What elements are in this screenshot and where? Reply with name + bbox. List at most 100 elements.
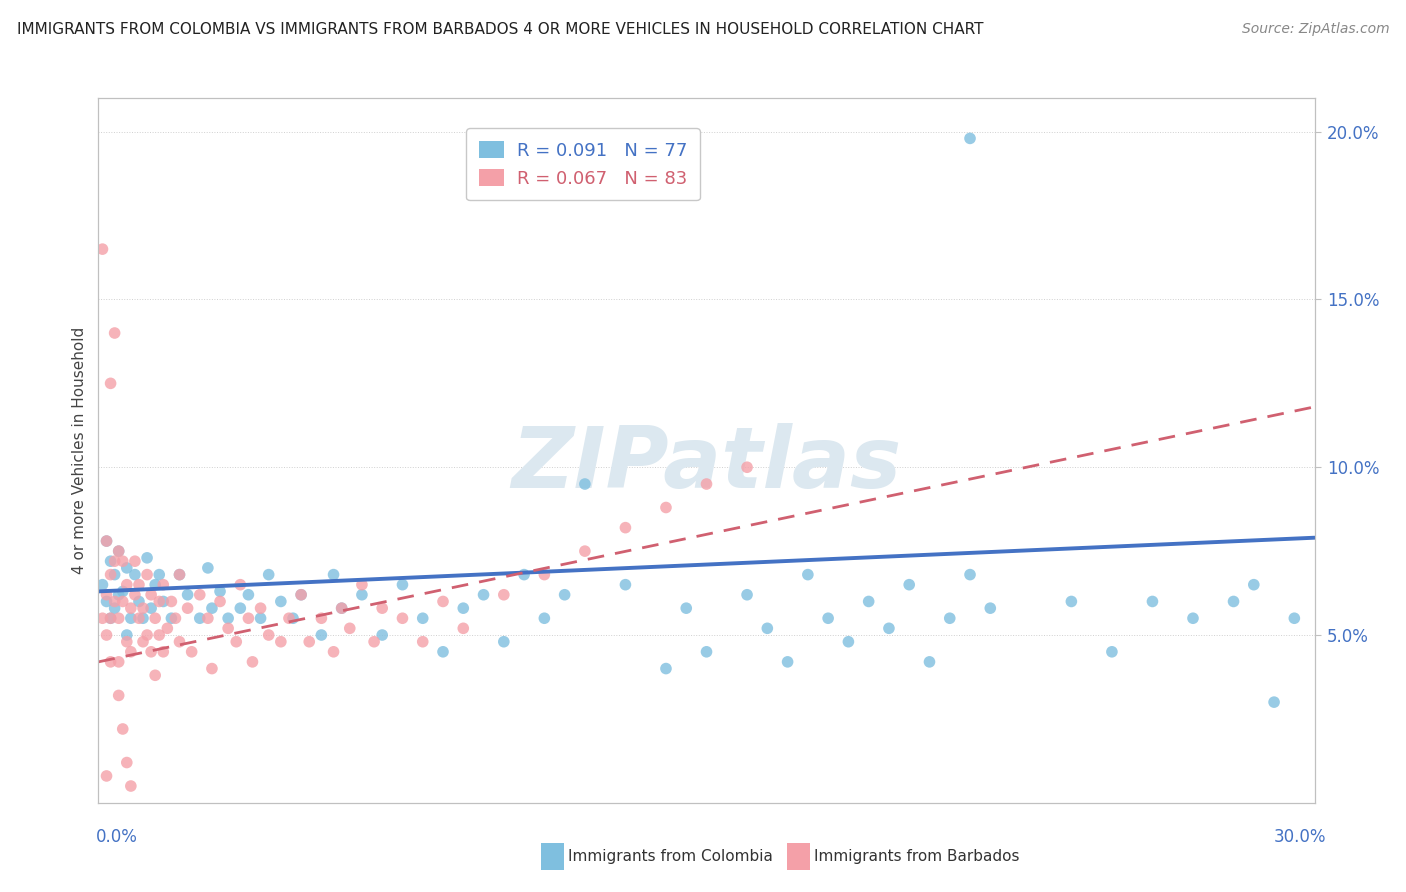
Point (735, 588, 758, 602)
Point (176, 588, 198, 602)
Point (115, 634, 138, 648)
Point (104, 601, 127, 615)
Point (152, 594, 174, 608)
Point (330, 601, 353, 615)
Point (148, 567, 170, 582)
Point (100, 554, 122, 568)
Point (1222, 594, 1244, 608)
Point (675, 601, 697, 615)
Point (979, 601, 1001, 615)
Point (371, 628, 394, 642)
Point (1142, 594, 1164, 608)
Point (139, 588, 162, 602)
Point (111, 722, 134, 736)
Point (104, 326, 127, 340)
Point (160, 594, 183, 608)
Point (136, 567, 159, 582)
Point (298, 634, 321, 648)
Point (257, 628, 280, 642)
Point (143, 668, 166, 682)
Point (156, 621, 179, 635)
Point (281, 611, 304, 625)
Point (257, 567, 280, 582)
Point (959, 131, 981, 145)
Point (1284, 611, 1306, 625)
Point (1263, 695, 1285, 709)
Point (107, 544, 129, 558)
Point (391, 577, 413, 591)
Point (817, 611, 839, 625)
Point (115, 756, 138, 770)
Point (655, 500, 678, 515)
Text: 30.0%: 30.0% (1274, 828, 1326, 846)
Point (270, 594, 292, 608)
Point (412, 634, 434, 648)
Point (104, 594, 127, 608)
Point (115, 577, 138, 591)
Text: 0.0%: 0.0% (96, 828, 138, 846)
Point (120, 779, 142, 793)
Point (877, 621, 900, 635)
Point (696, 477, 718, 491)
Point (132, 634, 155, 648)
Point (238, 611, 260, 625)
Point (124, 588, 146, 602)
Point (91, 242, 114, 256)
Point (115, 561, 138, 575)
Point (169, 567, 191, 582)
Point (91, 611, 114, 625)
Point (391, 611, 413, 625)
Point (554, 588, 576, 602)
Point (350, 588, 373, 602)
Point (492, 588, 515, 602)
Point (128, 611, 150, 625)
Point (959, 567, 981, 582)
Point (96, 534, 118, 549)
Point (453, 601, 475, 615)
Point (136, 550, 159, 565)
Point (180, 645, 202, 659)
Point (169, 567, 191, 582)
Point (104, 567, 127, 582)
Point (111, 594, 134, 608)
Point (96, 594, 118, 608)
Text: IMMIGRANTS FROM COLOMBIA VS IMMIGRANTS FROM BARBADOS 4 OR MORE VEHICLES IN HOUSE: IMMIGRANTS FROM COLOMBIA VS IMMIGRANTS F… (17, 22, 983, 37)
Point (120, 645, 142, 659)
Point (128, 577, 150, 591)
Text: Immigrants from Barbados: Immigrants from Barbados (814, 849, 1019, 863)
Point (513, 567, 536, 582)
Point (837, 634, 859, 648)
Point (363, 634, 385, 648)
Point (225, 634, 247, 648)
Point (107, 544, 129, 558)
Point (533, 567, 555, 582)
Point (176, 601, 198, 615)
Point (655, 662, 678, 676)
Point (249, 601, 271, 615)
Point (96, 769, 118, 783)
Point (696, 645, 718, 659)
Point (217, 611, 239, 625)
Legend: R = 0.091   N = 77, R = 0.067   N = 83: R = 0.091 N = 77, R = 0.067 N = 83 (467, 128, 700, 200)
Point (107, 611, 129, 625)
Point (188, 588, 211, 602)
Point (107, 655, 129, 669)
Point (143, 577, 166, 591)
Text: Immigrants from Colombia: Immigrants from Colombia (568, 849, 773, 863)
Point (350, 577, 373, 591)
Point (96, 588, 118, 602)
Point (100, 611, 122, 625)
Point (107, 689, 129, 703)
Point (104, 554, 127, 568)
Point (152, 645, 174, 659)
Point (132, 611, 155, 625)
Point (898, 577, 921, 591)
Point (242, 655, 264, 669)
Point (797, 567, 820, 582)
Point (939, 611, 962, 625)
Point (132, 601, 155, 615)
Point (217, 621, 239, 635)
Point (143, 611, 166, 625)
Point (201, 601, 224, 615)
Point (100, 567, 122, 582)
